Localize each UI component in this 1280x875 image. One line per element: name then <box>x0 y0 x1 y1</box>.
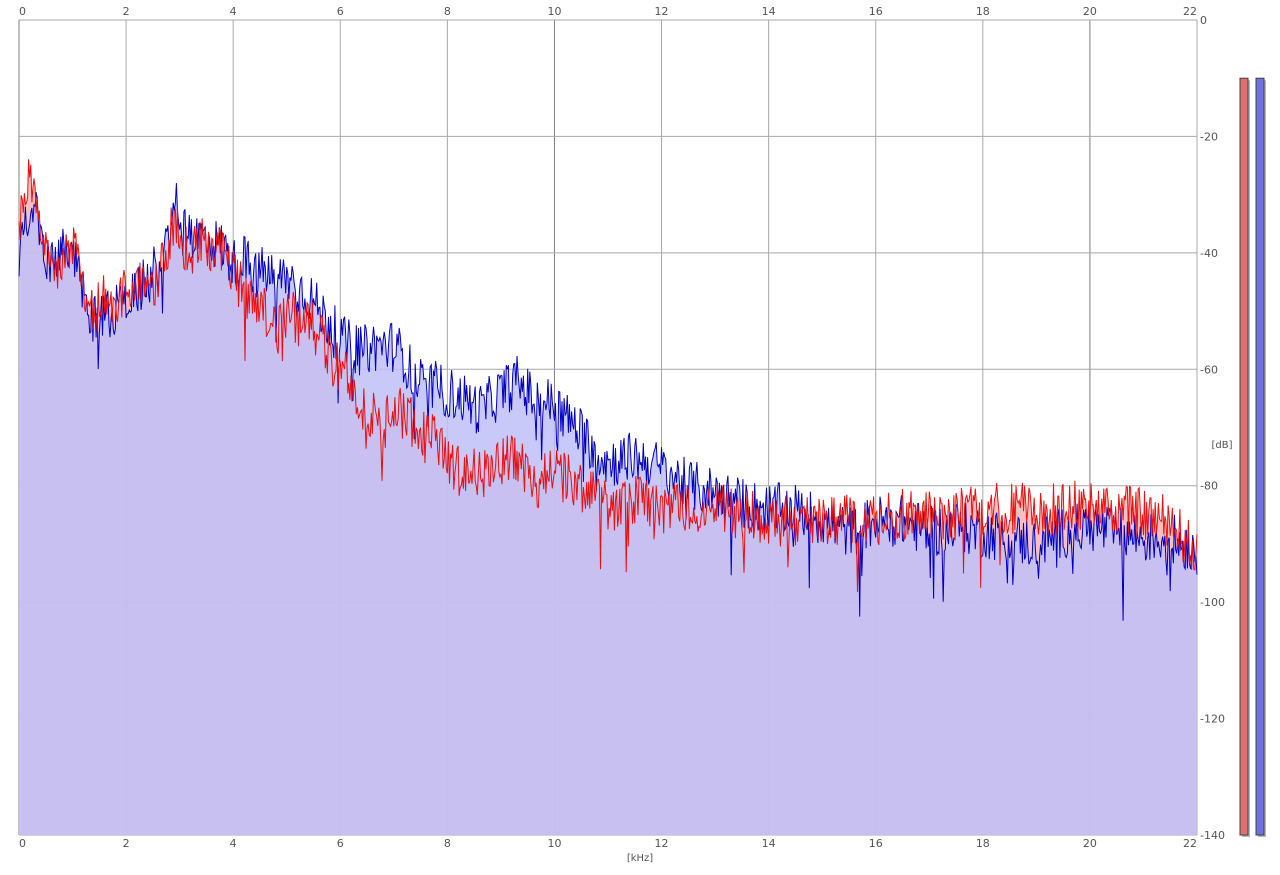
x-tick-label-top: 18 <box>976 5 990 18</box>
x-tick-label-bottom: 18 <box>976 837 990 850</box>
y-tick-label: -120 <box>1200 713 1225 726</box>
x-tick-label-top: 2 <box>123 5 130 18</box>
y-tick-label: -100 <box>1200 596 1225 609</box>
y-tick-label: -20 <box>1200 130 1218 143</box>
y-tick-label: -80 <box>1200 480 1218 493</box>
y-tick-labels: 0 -20 -40 -60 -80 -100 -120 -140 <box>1200 14 1225 842</box>
x-tick-label-top: 10 <box>547 5 561 18</box>
x-tick-label-bottom: 8 <box>444 837 451 850</box>
x-tick-label-bottom: 16 <box>869 837 883 850</box>
y-tick-label: -60 <box>1200 363 1218 376</box>
series-layer <box>18 159 1198 836</box>
x-tick-label-bottom: 12 <box>655 837 669 850</box>
right-level-meter <box>1255 77 1265 836</box>
x-tick-label-bottom: 4 <box>230 837 237 850</box>
x-tick-label-top: 16 <box>869 5 883 18</box>
y-axis-label: [dB] <box>1211 440 1232 451</box>
x-tick-label-bottom: 6 <box>337 837 344 850</box>
x-tick-labels-bottom: 0 2 4 6 8 10 12 14 16 18 20 22 <box>19 837 1197 850</box>
x-tick-label-top: 4 <box>230 5 237 18</box>
x-tick-label-bottom: 22 <box>1183 837 1197 850</box>
x-tick-label-top: 6 <box>337 5 344 18</box>
x-tick-label-top: 8 <box>444 5 451 18</box>
level-meters <box>1239 77 1266 837</box>
x-tick-label-bottom: 14 <box>762 837 776 850</box>
x-tick-label-top: 12 <box>655 5 669 18</box>
x-tick-label-top: 20 <box>1083 5 1097 18</box>
x-tick-label-top: 22 <box>1183 5 1197 18</box>
x-tick-label-top: 14 <box>762 5 776 18</box>
x-tick-label-bottom: 10 <box>547 837 561 850</box>
x-tick-label-top: 0 <box>19 5 26 18</box>
left-level-meter <box>1239 77 1249 836</box>
x-tick-label-bottom: 2 <box>123 837 130 850</box>
x-tick-label-bottom: 20 <box>1083 837 1097 850</box>
y-tick-label: -140 <box>1200 829 1225 842</box>
x-tick-label-bottom: 0 <box>19 837 26 850</box>
y-tick-label: 0 <box>1200 14 1207 27</box>
right-channel-area <box>19 183 1197 836</box>
y-tick-label: -40 <box>1200 247 1218 260</box>
x-tick-labels-top: 0 2 4 6 8 10 12 14 16 18 20 22 <box>19 5 1197 18</box>
x-axis-label: [kHz] <box>627 853 653 864</box>
left-channel-line <box>18 159 1198 592</box>
